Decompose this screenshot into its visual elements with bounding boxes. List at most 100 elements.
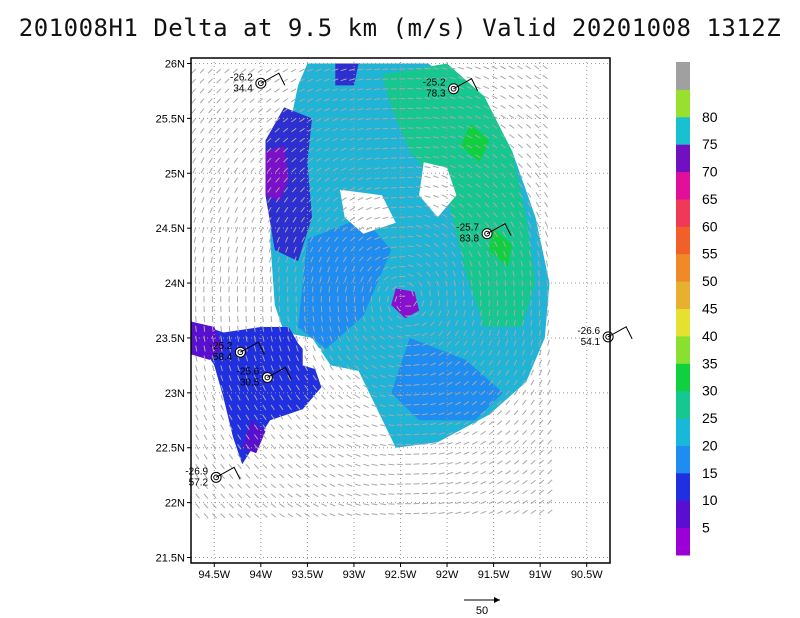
wind-vector: [245, 404, 250, 411]
x-tick-label: 93W: [343, 569, 366, 581]
wind-vector: [315, 68, 322, 72]
wind-vector: [505, 420, 511, 426]
wind-vector: [340, 167, 347, 172]
wind-vector: [505, 440, 511, 445]
wind-vector: [546, 270, 549, 277]
wind-vector: [463, 370, 469, 376]
wind-vector: [237, 385, 241, 391]
observation-temp: -25.7: [456, 223, 479, 234]
wind-vector: [415, 215, 423, 218]
wind-vector: [299, 137, 305, 143]
wind-vector: [275, 167, 280, 173]
wind-vector: [451, 251, 456, 257]
wind-vector: [534, 143, 540, 149]
wind-vector: [228, 503, 234, 509]
wind-vector: [488, 310, 491, 317]
wind-vector: [522, 399, 527, 406]
wind-vector: [279, 483, 285, 489]
wind-vector: [483, 105, 490, 109]
wind-vector: [538, 479, 545, 485]
wind-vector: [350, 246, 356, 252]
wind-vector: [525, 84, 532, 90]
wind-vector: [337, 315, 340, 322]
wind-vector: [374, 88, 381, 91]
wind-vector: [371, 493, 378, 496]
wind-vector: [266, 167, 272, 173]
wind-vector: [304, 463, 310, 469]
wind-vector: [543, 152, 548, 159]
wind-vector: [530, 449, 536, 455]
wind-vector: [522, 409, 527, 416]
wind-vector: [241, 157, 247, 163]
y-tick-label: 21.5N: [156, 553, 185, 565]
wind-vector: [471, 461, 478, 465]
wind-vector: [216, 68, 222, 74]
wind-vector: [245, 513, 251, 518]
wind-vector: [209, 177, 213, 184]
wind-vector: [434, 261, 440, 267]
wind-vector: [530, 359, 534, 366]
wind-vector: [227, 246, 230, 253]
wind-vector: [363, 424, 369, 428]
wind-vector: [354, 306, 356, 313]
wind-vector: [233, 167, 239, 174]
wind-vector: [407, 235, 414, 238]
wind-vector: [237, 483, 242, 489]
wind-vector: [225, 157, 230, 164]
wind-vector: [245, 325, 248, 332]
wind-vector: [329, 443, 336, 449]
wind-vector: [544, 211, 549, 218]
wind-vector: [463, 511, 470, 515]
observation-marker-inner: [257, 80, 264, 87]
wind-vector: [344, 276, 347, 283]
colorbar-label: 70: [702, 164, 718, 180]
wind-vector: [337, 463, 344, 468]
wind-vector: [357, 137, 364, 141]
wind-vector: [415, 205, 423, 208]
wind-vector: [377, 286, 381, 292]
wind-vector: [348, 78, 356, 81]
wind-vector: [241, 137, 247, 144]
wind-vector: [266, 108, 272, 113]
wind-vector: [218, 207, 222, 213]
wind-vector: [220, 493, 226, 499]
observation-wind: 54.1: [581, 337, 601, 348]
wind-vector: [249, 137, 255, 143]
wind-vector: [259, 216, 264, 223]
wind-vector: [249, 88, 255, 93]
wind-vector: [337, 384, 343, 390]
wind-vector: [333, 206, 339, 212]
wind-vector: [519, 221, 523, 228]
wind-vector: [413, 312, 419, 317]
wind-vector: [504, 270, 507, 277]
wind-vector: [530, 409, 535, 416]
wind-vector: [547, 489, 553, 495]
wind-vector: [478, 260, 482, 267]
wind-vector: [287, 434, 293, 440]
wind-vector: [382, 167, 389, 170]
wind-vector: [363, 473, 370, 477]
wind-vector: [269, 266, 272, 273]
wind-vector: [220, 463, 225, 470]
wind-vector: [522, 439, 528, 445]
wind-vector: [471, 380, 477, 386]
wind-vector: [237, 315, 239, 323]
wind-vector: [312, 335, 316, 342]
wind-vector: [300, 197, 305, 203]
wind-vector: [245, 453, 251, 460]
wind-vector: [348, 108, 356, 111]
wind-vector: [251, 236, 255, 243]
wind-vector: [262, 453, 268, 460]
wind-vector: [424, 67, 431, 70]
wind-vector: [245, 394, 250, 401]
wind-vector: [300, 187, 305, 193]
wind-vector: [480, 490, 487, 495]
wind-vector: [340, 88, 347, 92]
wind-vector: [279, 355, 283, 362]
wind-vector: [291, 127, 297, 133]
wind-vector: [543, 162, 548, 169]
wind-vector: [471, 421, 478, 426]
wind-vector: [371, 345, 377, 350]
wind-vector: [210, 246, 213, 253]
wind-vector: [425, 262, 431, 267]
